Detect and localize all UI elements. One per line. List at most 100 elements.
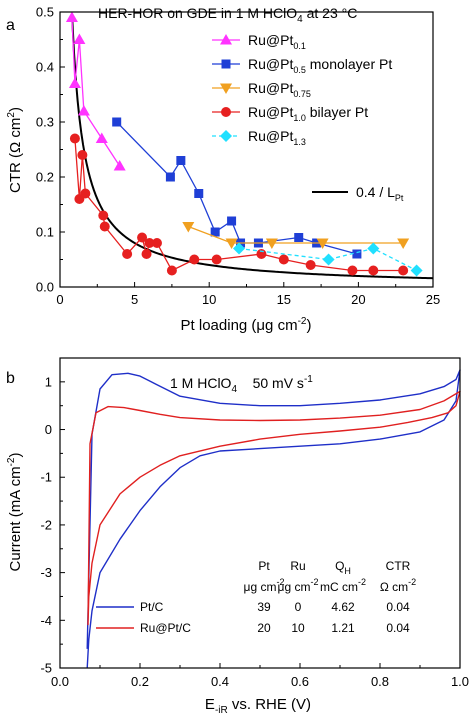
data-point-0 (65, 11, 78, 22)
data-point-1 (194, 189, 204, 198)
legend-label-part: bilayer Pt (306, 104, 368, 120)
table-header: Pt (258, 559, 270, 573)
y-tick-label-b: -3 (40, 565, 52, 580)
data-point-1 (294, 233, 304, 242)
legend-label: Ru@Pt0.75 (248, 80, 311, 99)
table-header-part: Q (335, 559, 344, 573)
panel-b-annotation: 1 M HClO4 50 mV s-1 (170, 374, 313, 395)
legend-marker (220, 83, 232, 94)
table-cell: 0 (295, 600, 302, 614)
data-point-1 (227, 216, 237, 226)
y-tick-label-b: -5 (40, 661, 52, 676)
legend-label-part: Ru@Pt (248, 128, 293, 144)
data-point-3 (77, 150, 88, 160)
legend-fit-label: 0.4 / LPt (356, 184, 404, 203)
data-point-2 (225, 238, 238, 249)
series-layer-b (86, 369, 461, 669)
data-point-2 (316, 238, 329, 249)
table-header-part: CTR (386, 559, 411, 573)
table-row-label-part: Pt/C (140, 600, 164, 614)
y-axis-label-a: CTR (Ω cm2) (6, 107, 24, 193)
table-cell-part: 0 (295, 600, 302, 614)
panel-a-label: a (6, 17, 15, 34)
table-row-label-part: Ru@Pt/C (140, 621, 191, 635)
x-tick-label-a: 0 (56, 292, 63, 307)
series-line-0 (71, 17, 121, 167)
legend-label-part: Ru@Pt (248, 32, 293, 48)
panel-b: b 1 M HClO4 50 mV s-1 0.0 0.2 0.4 0.6 0.8 1.0… (6, 357, 469, 716)
x-tick-label-b: 0.2 (131, 674, 149, 689)
legend-label: Ru@Pt0.1 (248, 32, 306, 51)
x-tick-label-a: 10 (202, 292, 216, 307)
data-point-4 (367, 242, 380, 255)
data-point-3 (256, 249, 267, 259)
table-cell-part: 20 (257, 621, 271, 635)
table-unit: μg cm-2 (278, 577, 319, 594)
series-layer (65, 11, 423, 277)
y-tick-label-a: 0.4 (36, 60, 54, 75)
y-tick-label-a: 0.2 (36, 170, 54, 185)
legend-fit-label-part: 0.4 / L (356, 184, 395, 200)
data-point-3 (99, 221, 110, 232)
x-tick-label-a: 25 (426, 292, 440, 307)
table-unit-part: -2 (358, 577, 366, 587)
table-cell-part: 0.04 (386, 621, 410, 635)
table-cell: 20 (257, 621, 271, 635)
panel-a: a HER-HOR on GDE in 1 M HClO4 at 23 °C 0… (6, 5, 440, 335)
table-cell-part: 39 (257, 600, 271, 614)
table-cell: 39 (257, 600, 271, 614)
legend-label-part: Ru@Pt (248, 56, 293, 72)
data-point-3 (144, 238, 155, 248)
table-header-part: Pt (258, 559, 270, 573)
data-point-0 (77, 105, 90, 116)
panel-a-title: HER-HOR on GDE in 1 M HClO4 at 23 °C (98, 5, 357, 25)
data-point-3 (368, 265, 379, 276)
y-tick-label-a: 0.3 (36, 115, 54, 130)
data-point-3 (166, 265, 177, 276)
table-cell: 0.04 (386, 600, 410, 614)
data-point-0 (73, 33, 86, 44)
x-axis-label-a: Pt loading (μg cm-2) (181, 316, 312, 334)
legend-label-part: 0.75 (293, 89, 311, 99)
data-point-3 (347, 265, 358, 276)
data-point-3 (189, 254, 200, 265)
data-point-3 (122, 249, 133, 259)
x-tick-label-a: 20 (351, 292, 365, 307)
table-unit-part: -2 (310, 577, 318, 587)
y-tick-label-a: 0.5 (36, 5, 54, 20)
table-header-part: Ru (290, 559, 305, 573)
table-unit-part: Ω cm (380, 580, 408, 594)
data-point-3 (151, 238, 162, 248)
y-tick-label-b: 1 (45, 374, 52, 389)
legend-label-part: 0.5 (293, 65, 306, 75)
legend-label-part: 1.3 (293, 137, 306, 147)
data-point-3 (137, 232, 148, 243)
legend-marker (220, 130, 232, 142)
data-point-1 (176, 156, 186, 165)
cv-curve-0 (86, 369, 461, 669)
fit-curve (71, 18, 434, 280)
data-point-3 (98, 210, 109, 221)
data-point-3 (305, 260, 316, 270)
y-tick-label-b: 0 (45, 422, 52, 437)
data-point-2 (182, 222, 195, 233)
x-tick-label-b: 0.0 (51, 674, 69, 689)
table-header: Ru (290, 559, 305, 573)
legend-label-part: Ru@Pt (248, 80, 293, 96)
legend-a: Ru@Pt0.1Ru@Pt0.5 monolayer PtRu@Pt0.75Ru… (212, 32, 404, 203)
y-tick-label-b: -2 (40, 517, 52, 532)
legend-marker (220, 34, 232, 45)
table-cell-part: 1.21 (331, 621, 355, 635)
table-unit: Ω cm-2 (380, 577, 416, 594)
table-cell-part: 10 (291, 621, 305, 635)
x-tick-label-b: 0.6 (291, 674, 309, 689)
y-axis-label-b: Current (mA cm-2) (6, 453, 24, 572)
data-point-0 (113, 160, 126, 171)
legend-label-part: 1.0 (293, 113, 306, 123)
legend-marker (221, 107, 231, 117)
table-unit-part: μg cm (244, 580, 277, 594)
legend-label-part: monolayer Pt (306, 56, 392, 72)
legend-fit-label-part: Pt (395, 193, 404, 203)
